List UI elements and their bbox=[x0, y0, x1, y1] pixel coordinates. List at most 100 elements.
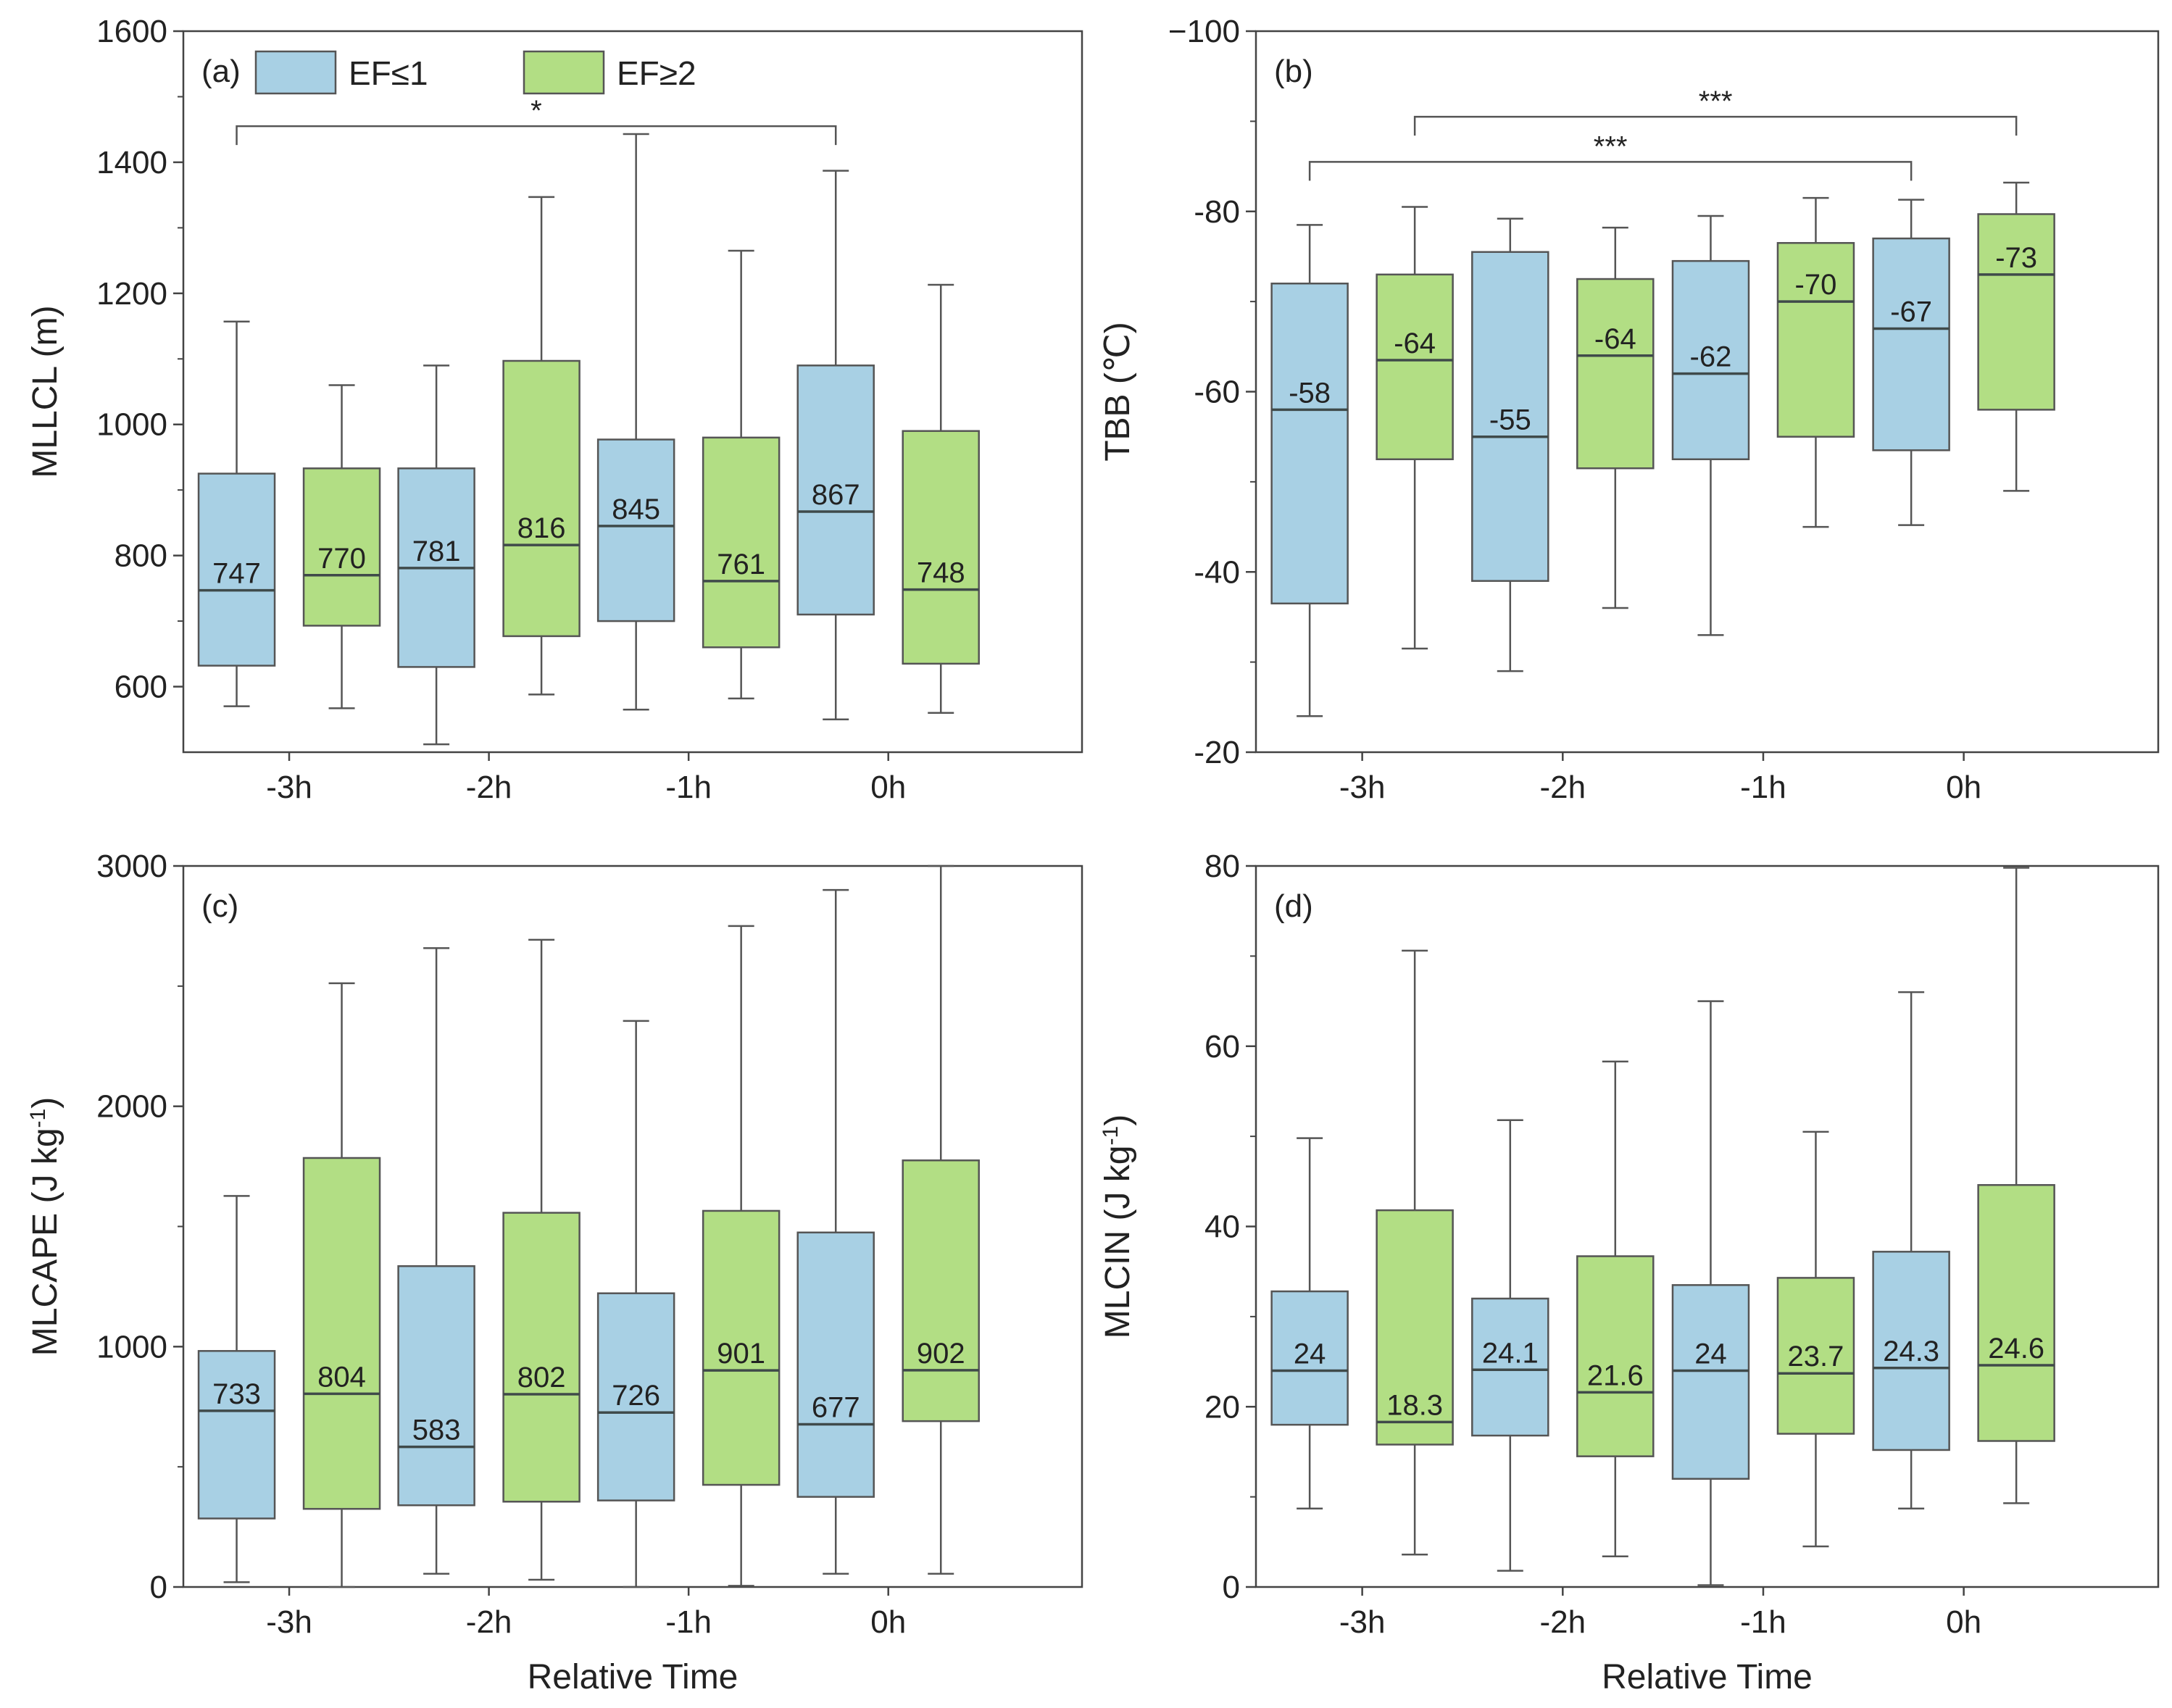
box-ef-high: 761 bbox=[702, 249, 781, 700]
median-value-label: 726 bbox=[612, 1380, 660, 1412]
median-value-label: 761 bbox=[717, 549, 765, 580]
panel-label: (d) bbox=[1274, 888, 1313, 924]
box-body bbox=[1776, 242, 1855, 438]
box-body bbox=[302, 1157, 381, 1510]
panel-a-mllcl: 600 800 1000 1200 1400 1600 -3h -2h -1h 0h MLLCL (… bbox=[26, 14, 1083, 805]
box-body bbox=[1576, 278, 1655, 470]
median-value-label: 747 bbox=[212, 558, 261, 590]
legend-swatch-ef-high bbox=[523, 50, 605, 95]
median-value-label: 902 bbox=[917, 1338, 965, 1370]
y-tick-label: 0 bbox=[150, 1570, 167, 1605]
panel-label: (c) bbox=[201, 888, 238, 924]
median-value-label: 21.6 bbox=[1587, 1359, 1644, 1391]
box-body bbox=[1671, 1284, 1750, 1480]
y-tick-label: −100 bbox=[1168, 14, 1240, 49]
box-ef-high: 24.6 bbox=[1977, 867, 2055, 1504]
box-body bbox=[1471, 1297, 1549, 1437]
box-body bbox=[702, 436, 781, 649]
x-tick-label: 0h bbox=[1946, 1604, 1981, 1640]
median-value-label: 901 bbox=[717, 1338, 765, 1370]
box-body bbox=[1270, 1290, 1349, 1426]
x-tick-label: -1h bbox=[665, 770, 712, 805]
box-body bbox=[1376, 1209, 1454, 1446]
legend-label-ef-high: EF≥2 bbox=[617, 54, 696, 92]
median-value-label: 24 bbox=[1694, 1338, 1727, 1370]
box-ef-high: -73 bbox=[1977, 181, 2055, 492]
y-tick-label: 1600 bbox=[96, 14, 167, 49]
y-tick-label: 3000 bbox=[96, 849, 167, 884]
x-tick-label: -3h bbox=[1339, 770, 1386, 805]
median-value-label: 23.7 bbox=[1788, 1341, 1844, 1372]
y-axis-title: MLLCL (m) bbox=[26, 305, 65, 478]
x-tick-label: -2h bbox=[466, 1604, 512, 1640]
box-ef-low: 24.3 bbox=[1872, 991, 1950, 1510]
box-body bbox=[1776, 1277, 1855, 1435]
significance-marker: * bbox=[530, 95, 542, 127]
y-axis-title: MLCIN (J kg-1) bbox=[1099, 1115, 1138, 1338]
median-value-label: 804 bbox=[317, 1361, 366, 1393]
x-tick-label: -1h bbox=[665, 1604, 712, 1640]
box-ef-high: 816 bbox=[502, 196, 581, 696]
box-body bbox=[1376, 273, 1454, 461]
box-ef-high: 748 bbox=[902, 283, 980, 714]
median-value-label: 24.6 bbox=[1988, 1333, 2044, 1365]
box-body bbox=[902, 1159, 980, 1422]
median-value-label: -64 bbox=[1594, 323, 1636, 355]
box-body bbox=[796, 364, 875, 616]
median-value-label: 733 bbox=[212, 1378, 261, 1410]
median-value-label: -58 bbox=[1289, 377, 1331, 409]
y-tick-label: 1000 bbox=[96, 1329, 167, 1365]
plot-frame bbox=[182, 30, 1083, 754]
panel-d-mlcin: 0 20 40 60 80 -3h -2h -1h 0h MLCIN (J kg-1) Relati… bbox=[1099, 849, 2160, 1696]
y-tick-label: -20 bbox=[1194, 735, 1240, 770]
box-ef-low: 733 bbox=[197, 1195, 276, 1583]
significance-bracket: *** bbox=[1308, 130, 1913, 181]
box-ef-low: 24 bbox=[1270, 1137, 1349, 1510]
y-tick-label: 1400 bbox=[96, 145, 167, 180]
box-ef-high: 21.6 bbox=[1576, 1060, 1655, 1557]
median-value-label: 18.3 bbox=[1386, 1389, 1443, 1421]
y-tick-label: 1000 bbox=[96, 407, 167, 443]
median-value-label: -67 bbox=[1890, 296, 1932, 328]
box-ef-low: 845 bbox=[596, 133, 675, 711]
y-axis-title: MLCAPE (J kg-1) bbox=[26, 1097, 65, 1356]
bracket-line bbox=[236, 125, 837, 146]
legend-swatch-ef-low bbox=[254, 50, 337, 95]
x-axis-title: Relative Time bbox=[1602, 1658, 1813, 1696]
box-ef-high: 18.3 bbox=[1376, 949, 1454, 1556]
median-value-label: 845 bbox=[612, 493, 660, 525]
x-tick-label: -2h bbox=[466, 770, 512, 805]
panel-b-tbb: −100 -80 -60 -40 -20 -3h -2h -1h 0h TBB (℃) (b) -58… bbox=[1099, 14, 2160, 805]
median-value-label: 802 bbox=[517, 1362, 566, 1394]
box-ef-high: 902 bbox=[902, 865, 980, 1575]
panel-c-mlcape: 0 1000 2000 3000 -3h -2h -1h 0h MLCAPE (J kg-1) R… bbox=[26, 849, 1083, 1696]
box-body bbox=[502, 359, 581, 638]
box-ef-high: 804 bbox=[302, 982, 381, 1588]
box-body bbox=[702, 1209, 781, 1486]
median-value-label: -73 bbox=[1995, 242, 2037, 274]
median-value-label: 677 bbox=[812, 1391, 860, 1423]
median-value-label: 583 bbox=[412, 1415, 461, 1446]
box-body bbox=[596, 438, 675, 622]
y-tick-label: 40 bbox=[1204, 1209, 1240, 1245]
box-ef-low: -67 bbox=[1872, 199, 1950, 526]
box-ef-low: 583 bbox=[397, 947, 475, 1575]
box-body bbox=[902, 430, 980, 665]
box-ef-low: -58 bbox=[1270, 224, 1349, 717]
panel-label: (a) bbox=[201, 54, 241, 89]
box-ef-low: 867 bbox=[796, 170, 875, 721]
box-ef-high: 770 bbox=[302, 384, 381, 709]
y-tick-label: 800 bbox=[115, 538, 167, 574]
x-tick-label: 0h bbox=[870, 1604, 906, 1640]
panel-label: (b) bbox=[1274, 54, 1313, 89]
median-value-label: -70 bbox=[1795, 269, 1837, 301]
box-body bbox=[302, 467, 381, 627]
box-body bbox=[1576, 1255, 1655, 1457]
bracket-line bbox=[1308, 161, 1913, 181]
significance-marker: *** bbox=[1699, 86, 1733, 117]
box-body bbox=[1977, 1184, 2055, 1442]
y-tick-label: 80 bbox=[1204, 849, 1240, 884]
box-ef-low: 747 bbox=[197, 320, 276, 707]
median-value-label: -64 bbox=[1394, 328, 1436, 359]
x-tick-label: -3h bbox=[1339, 1604, 1386, 1640]
